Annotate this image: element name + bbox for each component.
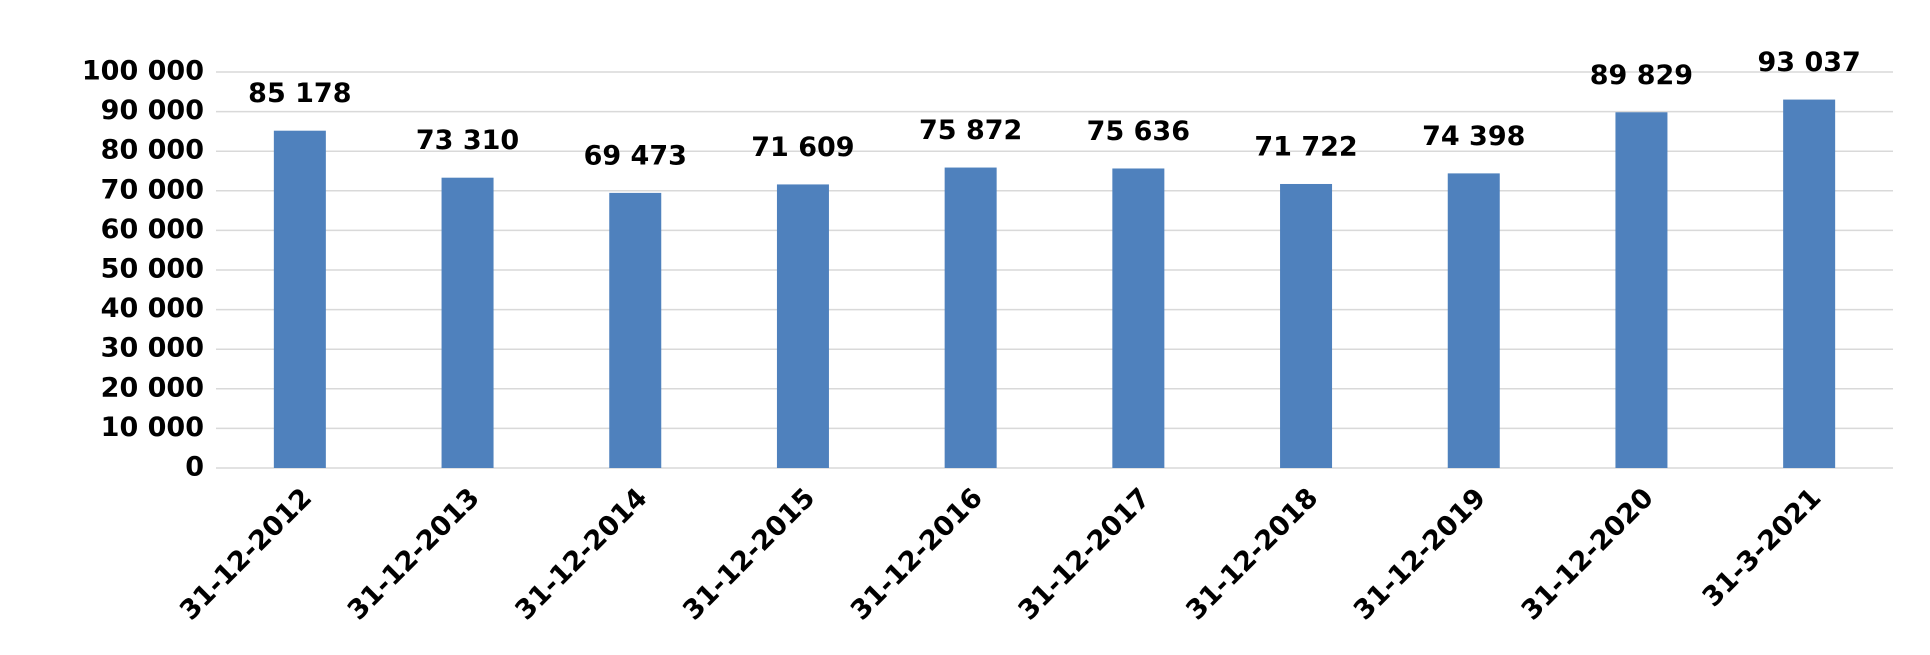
data-label: 93 037 [1757, 47, 1860, 78]
bar [441, 177, 494, 469]
data-label: 74 398 [1422, 121, 1525, 152]
bar [776, 184, 829, 469]
x-tick-label: 31-12-2020 [1516, 482, 1660, 626]
y-tick-label: 90 000 [101, 95, 204, 126]
data-label: 89 829 [1590, 60, 1693, 91]
bar [1615, 112, 1668, 468]
y-tick-label: 50 000 [101, 254, 204, 285]
y-tick-label: 70 000 [101, 174, 204, 205]
x-tick-label: 31-12-2017 [1013, 482, 1157, 626]
y-tick-label: 100 000 [82, 56, 204, 87]
x-tick-label: 31-12-2019 [1348, 482, 1492, 626]
data-label: 75 636 [1087, 116, 1190, 147]
x-tick-label: 31-3-2021 [1697, 482, 1828, 613]
y-tick-label: 40 000 [101, 293, 204, 324]
x-tick-label: 31-12-2015 [677, 482, 821, 626]
x-tick-label: 31-12-2012 [174, 482, 318, 626]
y-tick-label: 10 000 [101, 412, 204, 443]
y-tick-label: 30 000 [101, 333, 204, 364]
data-label: 75 872 [919, 115, 1022, 146]
data-label: 71 609 [751, 132, 854, 163]
bar [1447, 173, 1500, 469]
x-tick-label: 31-12-2016 [845, 482, 989, 626]
data-label: 85 178 [248, 78, 351, 109]
x-tick-label: 31-12-2014 [509, 482, 653, 626]
bar [1783, 99, 1836, 468]
bar [944, 167, 997, 468]
y-tick-label: 20 000 [101, 372, 204, 403]
data-label: 71 722 [1254, 131, 1357, 162]
data-label: 69 473 [584, 140, 687, 171]
y-tick-label: 0 [185, 452, 204, 483]
x-tick-label: 31-12-2018 [1180, 482, 1324, 626]
bar [1280, 183, 1333, 468]
bar [1112, 168, 1165, 468]
data-label: 73 310 [416, 125, 519, 156]
bar [609, 192, 662, 469]
y-tick-label: 80 000 [101, 135, 204, 166]
x-tick-label: 31-12-2013 [342, 482, 486, 626]
bar [273, 130, 326, 468]
y-tick-label: 60 000 [101, 214, 204, 245]
